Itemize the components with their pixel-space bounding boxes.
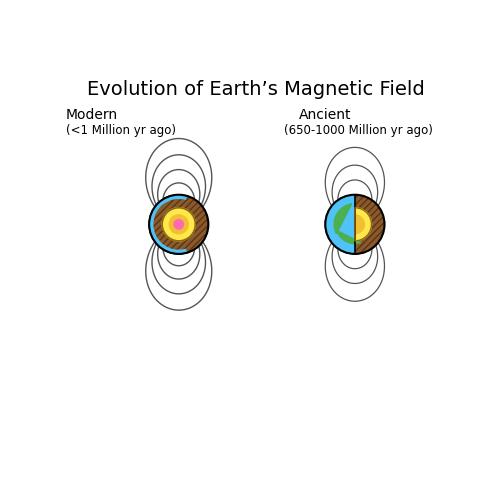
Wedge shape (355, 215, 364, 234)
Wedge shape (149, 194, 186, 254)
Wedge shape (355, 208, 372, 241)
Wedge shape (326, 194, 355, 254)
Circle shape (170, 215, 188, 234)
Polygon shape (334, 204, 351, 234)
Circle shape (149, 194, 208, 254)
Polygon shape (336, 230, 361, 243)
Text: (<1 Million yr ago): (<1 Million yr ago) (66, 124, 176, 138)
Circle shape (326, 194, 384, 254)
Circle shape (162, 208, 196, 241)
Text: Modern: Modern (66, 108, 118, 122)
Circle shape (174, 220, 184, 229)
Text: Ancient: Ancient (298, 108, 351, 122)
Text: (650-1000 Million yr ago): (650-1000 Million yr ago) (284, 124, 434, 138)
Text: Evolution of Earth’s Magnetic Field: Evolution of Earth’s Magnetic Field (88, 80, 425, 99)
Circle shape (149, 194, 208, 254)
